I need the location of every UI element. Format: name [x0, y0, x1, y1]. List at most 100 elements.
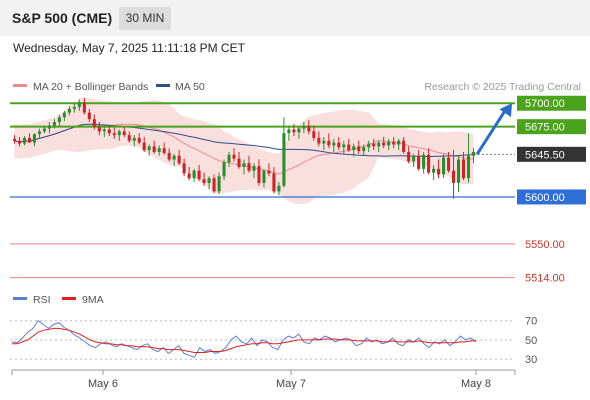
candle-body: [37, 131, 41, 135]
credit-text: Research © 2025 Trading Central: [424, 81, 581, 93]
candle: [107, 125, 111, 137]
candle-body: [377, 142, 381, 147]
candle-body: [292, 129, 296, 133]
ma20-legend-swatch: [13, 84, 27, 87]
candle: [212, 174, 216, 194]
candle: [182, 158, 186, 177]
candle-body: [471, 151, 476, 156]
candle-body: [382, 142, 386, 146]
chart-header: S&P 500 (CME) 30 MIN: [0, 0, 590, 36]
level-5600-00-label: 5600.00: [525, 192, 565, 204]
candle-body: [72, 106, 76, 109]
candle: [117, 129, 121, 141]
candle: [257, 159, 261, 186]
candle: [417, 150, 421, 171]
candle-body: [62, 112, 66, 118]
candle: [197, 165, 201, 182]
candle: [202, 172, 206, 186]
candle-body: [67, 108, 71, 113]
ma20-legend-label: MA 20 + Bollinger Bands: [33, 81, 148, 93]
level-5600-00-tag: [517, 189, 586, 205]
candle-body: [22, 137, 27, 144]
x-tick-label: May 8: [461, 378, 491, 390]
rsi-tick-70: 70: [525, 316, 537, 328]
candle: [127, 131, 131, 143]
candle-body: [42, 128, 46, 132]
candle-body: [287, 129, 291, 134]
candle-body: [397, 140, 401, 145]
candle-body: [372, 143, 376, 147]
candle: [32, 133, 36, 147]
candle-body: [452, 170, 456, 183]
candle-body: [137, 137, 141, 143]
candle: [57, 114, 61, 126]
projection-arrow-head: [499, 103, 512, 118]
candle: [402, 136, 406, 154]
candle-body: [57, 117, 61, 122]
rsi-line: [11, 319, 477, 358]
candle: [87, 108, 91, 122]
rsi-ma-line: [12, 327, 476, 353]
candle-body: [312, 131, 316, 138]
candle: [42, 125, 46, 134]
candle: [152, 140, 156, 154]
candle-body: [302, 125, 306, 129]
candle: [237, 151, 241, 169]
candle-body: [357, 146, 361, 152]
candle-body: [437, 168, 441, 175]
candle-body: [447, 157, 451, 171]
candle-body: [277, 185, 281, 192]
candle: [232, 148, 236, 162]
candle: [377, 140, 381, 152]
candle-body: [297, 128, 301, 133]
candle-body: [267, 170, 271, 174]
candle: [92, 114, 96, 130]
candle: [77, 99, 81, 111]
candle-body: [362, 147, 366, 152]
candle-body: [461, 159, 466, 179]
candle: [392, 136, 396, 149]
candle: [67, 106, 71, 116]
candle-body: [147, 146, 151, 151]
candle: [461, 151, 466, 181]
candle-body: [77, 102, 81, 107]
candle: [272, 166, 276, 194]
candle: [407, 146, 411, 164]
candle-body: [92, 119, 96, 127]
candle: [137, 133, 141, 145]
candle: [157, 145, 161, 156]
candle-body: [427, 154, 431, 173]
candle: [102, 126, 106, 137]
candle: [287, 125, 291, 141]
candle-body: [322, 140, 326, 144]
ma50-legend-swatch: [156, 84, 170, 87]
candle: [397, 138, 401, 151]
candle-body: [142, 142, 146, 151]
candle-body: [387, 141, 391, 146]
candle-body: [342, 144, 346, 148]
candle-body: [242, 163, 246, 167]
candle: [422, 151, 426, 174]
candle-body: [207, 178, 211, 183]
candle-body: [432, 168, 436, 173]
candle-body: [82, 102, 86, 113]
candle: [217, 172, 221, 195]
rsi-ma-legend-label: 9MA: [82, 294, 104, 306]
candle: [342, 140, 346, 154]
timeframe-badge[interactable]: 30 MIN: [119, 7, 171, 30]
candle: [167, 148, 171, 162]
candle: [471, 148, 476, 164]
candle: [252, 163, 256, 179]
candle: [456, 154, 461, 193]
candle-body: [456, 159, 461, 183]
candle: [22, 136, 27, 146]
candle-body: [197, 170, 201, 180]
candle-body: [232, 154, 236, 159]
candle-body: [367, 143, 371, 148]
candle-body: [227, 154, 231, 163]
candle-body: [12, 138, 17, 141]
candle-body: [162, 148, 166, 153]
candle: [12, 135, 17, 144]
level-5645-50-label: 5645.50: [525, 149, 565, 161]
